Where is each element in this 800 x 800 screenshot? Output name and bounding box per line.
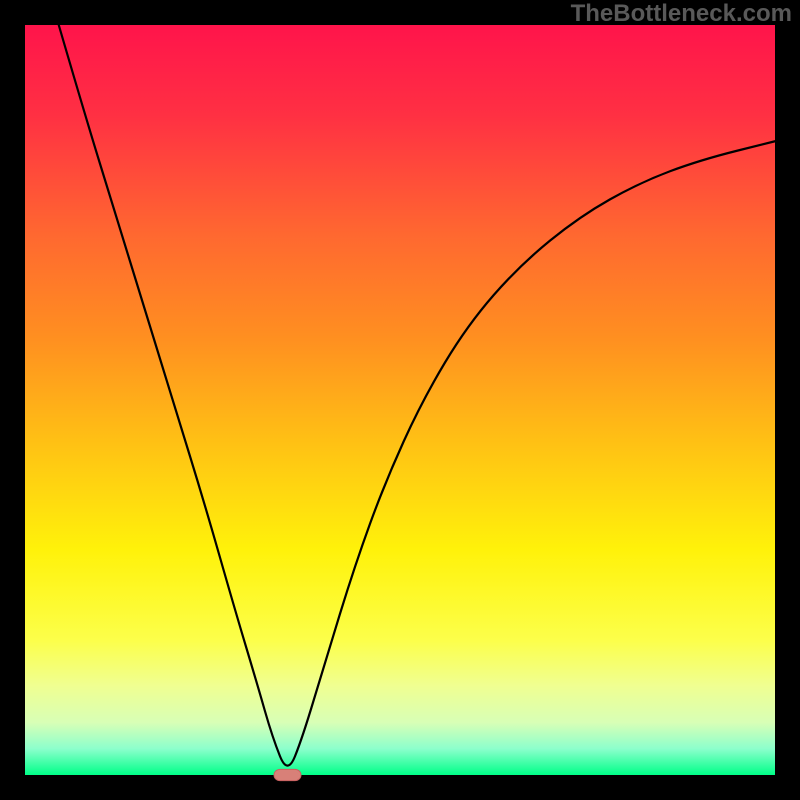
optimal-point-marker xyxy=(274,769,301,780)
gradient-background xyxy=(25,25,775,775)
bottleneck-chart-svg xyxy=(0,0,800,800)
chart-canvas: TheBottleneck.com xyxy=(0,0,800,800)
